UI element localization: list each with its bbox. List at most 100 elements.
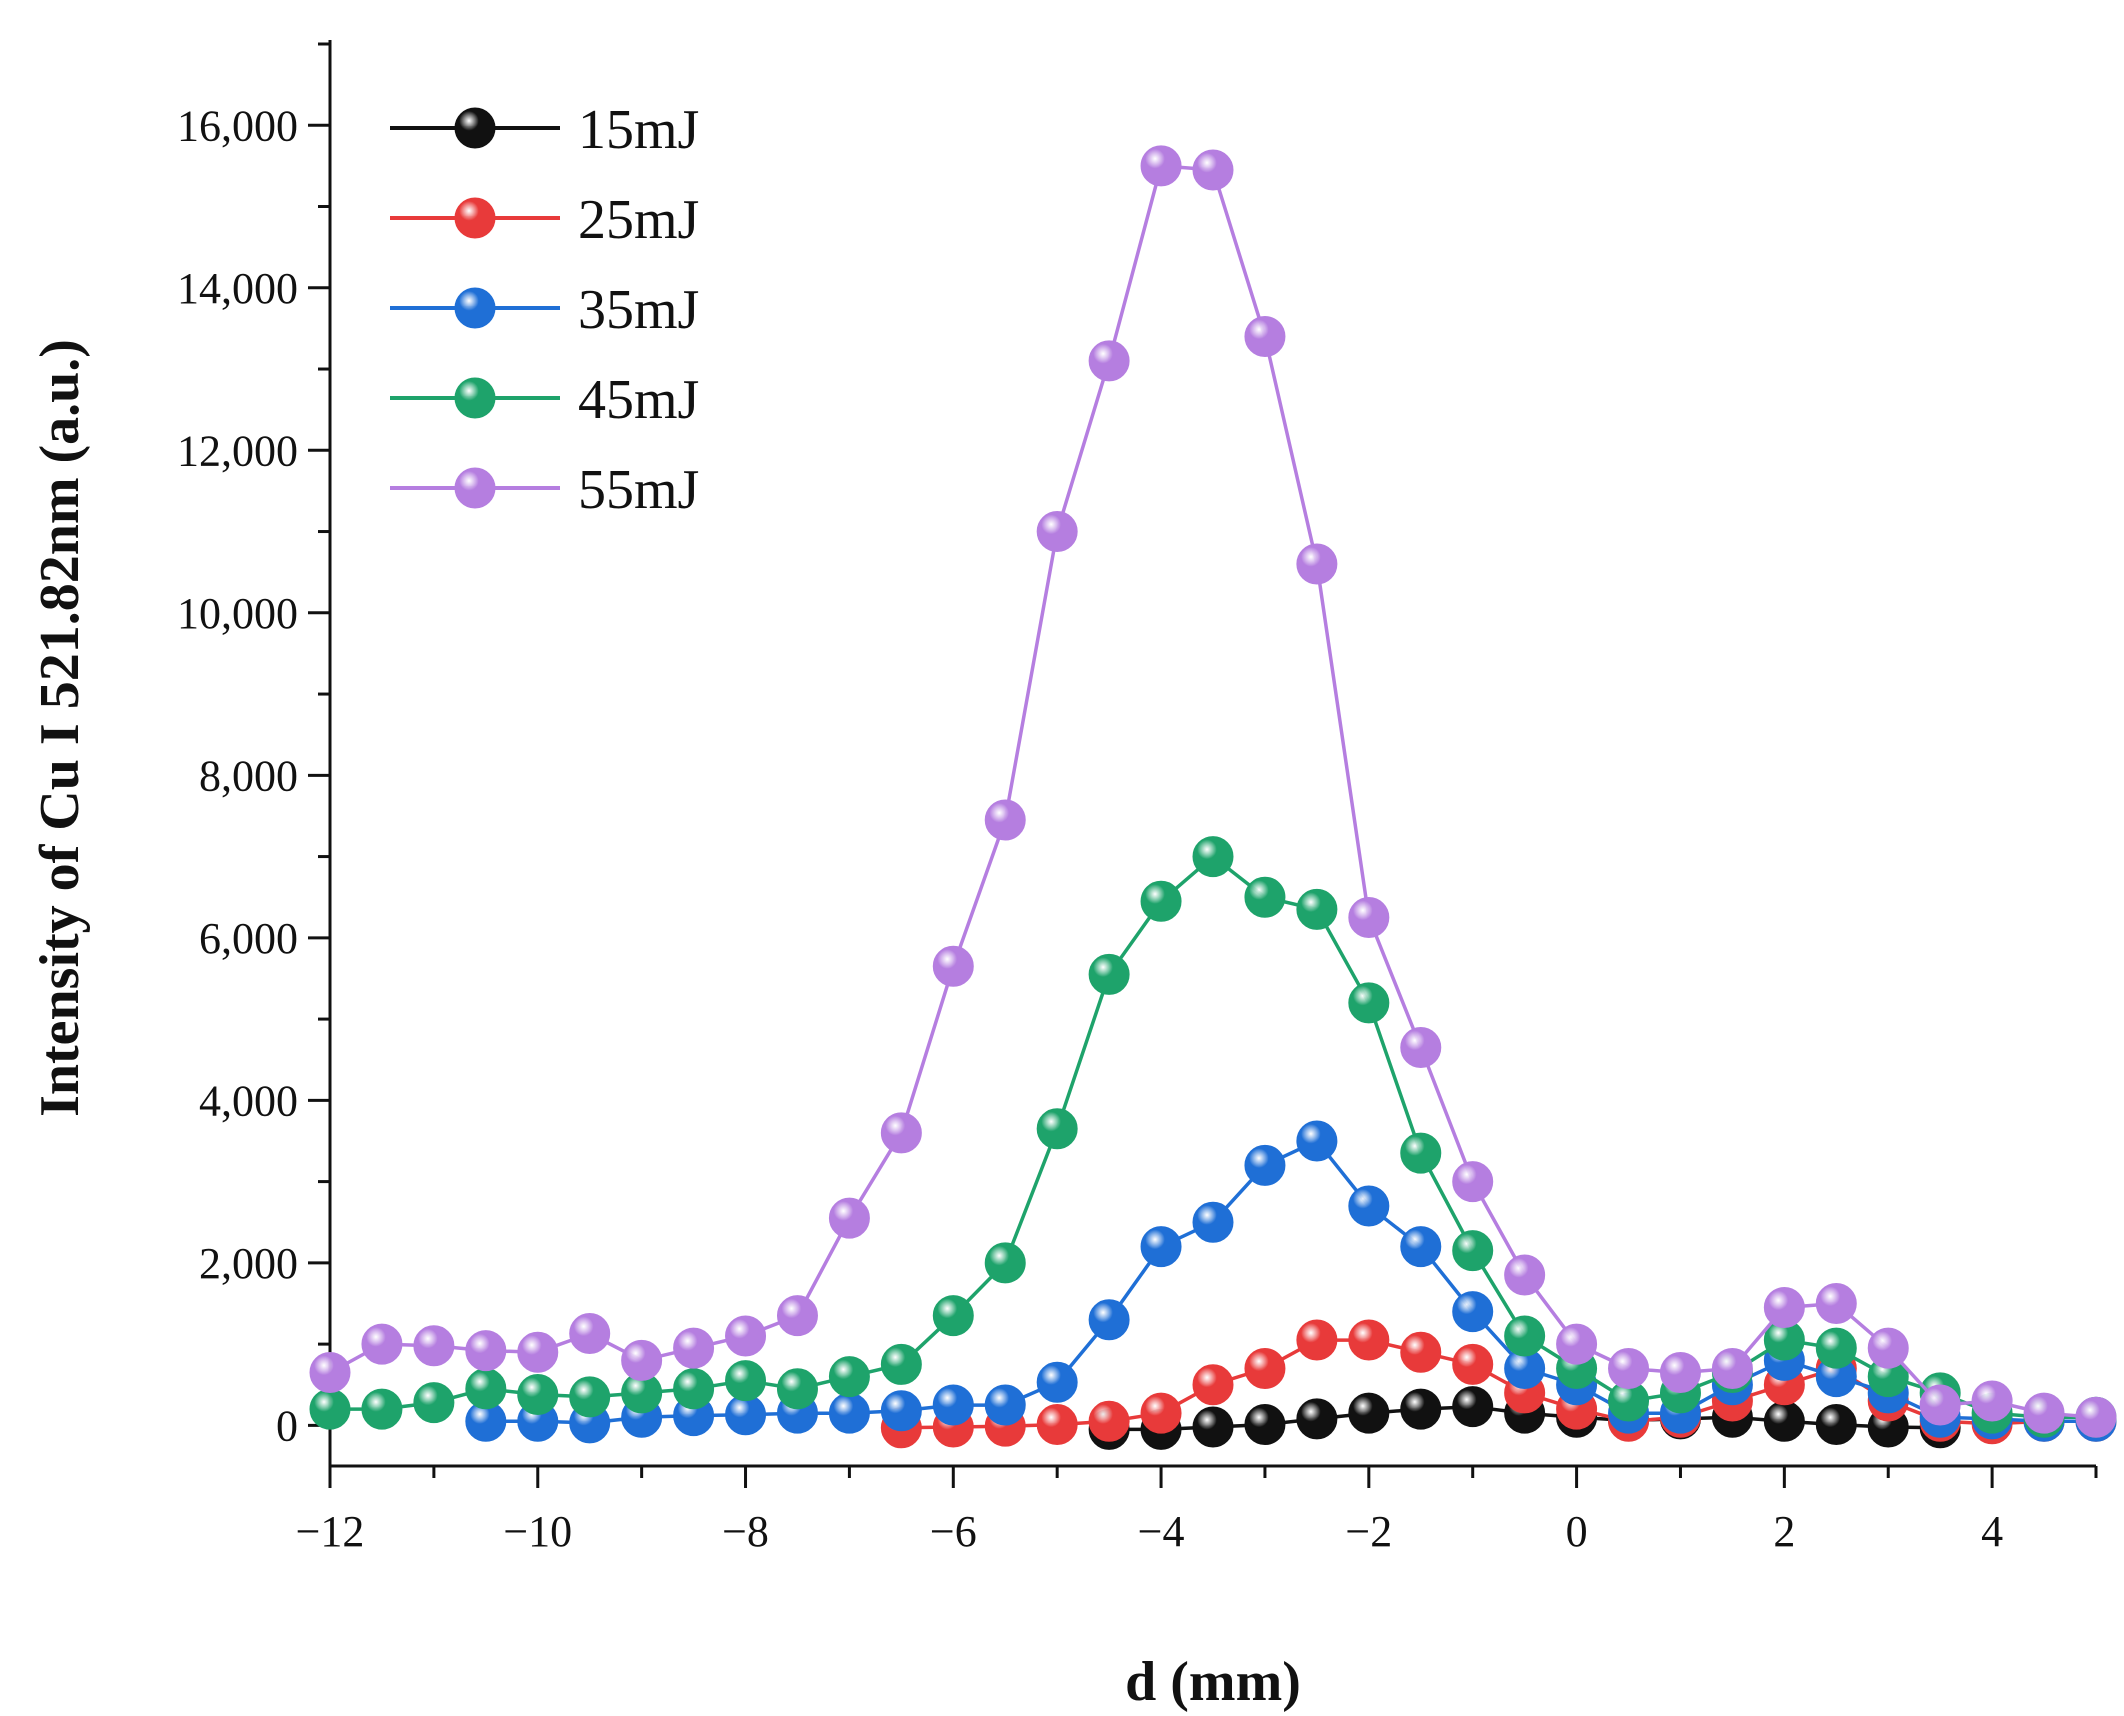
data-point <box>1140 1392 1182 1434</box>
data-point <box>1244 1347 1286 1389</box>
x-tick-label: −6 <box>930 1507 977 1556</box>
legend-item-55mJ: 55mJ <box>390 459 699 521</box>
data-point <box>1036 1404 1078 1446</box>
data-point <box>1348 1319 1390 1361</box>
legend-marker <box>454 377 496 419</box>
data-point <box>1400 1226 1442 1268</box>
data-point <box>1192 1201 1234 1243</box>
x-tick-label: −4 <box>1138 1507 1185 1556</box>
data-point <box>1452 1291 1494 1333</box>
data-point <box>1711 1347 1753 1389</box>
data-point <box>1452 1230 1494 1272</box>
data-point <box>2023 1392 2065 1434</box>
data-point <box>1192 836 1234 878</box>
data-point <box>621 1339 663 1381</box>
y-tick-label: 6,000 <box>199 914 298 963</box>
data-point <box>1140 145 1182 187</box>
data-point <box>2075 1396 2117 1438</box>
y-tick-label: 0 <box>276 1401 298 1450</box>
series-55mJ <box>309 145 2117 1438</box>
data-point <box>828 1197 870 1239</box>
legend-label: 55mJ <box>578 459 699 521</box>
data-point <box>1919 1384 1961 1426</box>
x-tick-label: 4 <box>1981 1507 2003 1556</box>
legend: 15mJ 25mJ 35mJ 45mJ 55mJ <box>390 99 699 521</box>
data-point <box>1088 1299 1130 1341</box>
data-point <box>1036 511 1078 553</box>
legend-marker <box>454 467 496 509</box>
legend-item-15mJ: 15mJ <box>390 99 699 161</box>
data-point <box>413 1325 455 1367</box>
legend-label: 15mJ <box>578 99 699 161</box>
data-point <box>1815 1282 1857 1324</box>
data-point <box>932 1295 974 1337</box>
legend-label: 25mJ <box>578 189 699 251</box>
data-point <box>1088 340 1130 382</box>
y-tick-label: 8,000 <box>199 751 298 800</box>
data-point <box>1244 1144 1286 1186</box>
data-point <box>776 1295 818 1337</box>
y-tick-label: 12,000 <box>177 426 298 475</box>
data-point <box>1244 316 1286 358</box>
y-tick-label: 2,000 <box>199 1239 298 1288</box>
legend-label: 45mJ <box>578 369 699 431</box>
data-point <box>1400 1388 1442 1430</box>
data-point <box>984 799 1026 841</box>
data-point <box>1763 1400 1805 1442</box>
data-point <box>673 1368 715 1410</box>
data-point <box>465 1368 507 1410</box>
legend-marker <box>454 197 496 239</box>
data-point <box>776 1368 818 1410</box>
data-point <box>1504 1315 1546 1357</box>
data-point <box>880 1112 922 1154</box>
data-point <box>309 1388 351 1430</box>
data-point <box>828 1392 870 1434</box>
data-point <box>880 1343 922 1385</box>
data-point <box>1815 1327 1857 1369</box>
data-point <box>569 1313 611 1355</box>
data-point <box>569 1376 611 1418</box>
data-point <box>1296 543 1338 585</box>
data-point <box>1504 1254 1546 1296</box>
legend-marker <box>454 287 496 329</box>
data-point <box>1140 1226 1182 1268</box>
data-point <box>413 1382 455 1424</box>
data-point <box>1192 1406 1234 1448</box>
data-point <box>1088 1400 1130 1442</box>
data-point <box>1348 982 1390 1024</box>
data-point <box>1608 1347 1650 1389</box>
x-tick-label: −2 <box>1345 1507 1392 1556</box>
x-tick-label: 0 <box>1566 1507 1588 1556</box>
data-point <box>1763 1287 1805 1329</box>
data-point <box>1815 1404 1857 1446</box>
x-tick-label: −12 <box>296 1507 365 1556</box>
data-point <box>1296 1319 1338 1361</box>
y-tick-label: 10,000 <box>177 589 298 638</box>
y-tick-label: 4,000 <box>199 1076 298 1125</box>
data-point <box>1296 1398 1338 1440</box>
legend-item-45mJ: 45mJ <box>390 369 699 431</box>
data-point <box>1452 1161 1494 1203</box>
data-point <box>725 1315 767 1357</box>
legend-item-35mJ: 35mJ <box>390 279 699 341</box>
data-point <box>517 1373 559 1415</box>
legend-marker <box>454 107 496 149</box>
data-point <box>1088 953 1130 995</box>
data-point <box>932 945 974 987</box>
data-point <box>1036 1108 1078 1150</box>
x-tick-label: 2 <box>1773 1507 1795 1556</box>
y-tick-label: 14,000 <box>177 264 298 313</box>
data-point <box>725 1360 767 1402</box>
data-point <box>361 1388 403 1430</box>
data-point <box>1400 1132 1442 1174</box>
data-point <box>1971 1380 2013 1422</box>
data-point <box>309 1352 351 1394</box>
data-point <box>1296 888 1338 930</box>
data-point <box>1348 1392 1390 1434</box>
series-35mJ <box>465 1120 2117 1444</box>
data-point <box>984 1242 1026 1284</box>
x-tick-label: −10 <box>503 1507 572 1556</box>
data-point <box>828 1356 870 1398</box>
data-point <box>1140 880 1182 922</box>
